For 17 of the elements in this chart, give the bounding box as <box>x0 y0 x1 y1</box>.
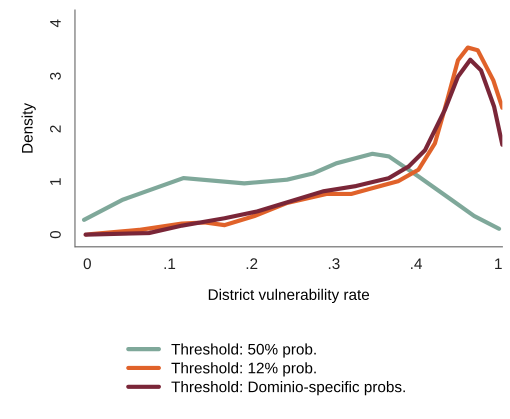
x-tick-label: .2 <box>246 258 258 269</box>
legend-label: Threshold: 50% prob. <box>171 343 316 358</box>
y-tick-label: 1 <box>50 178 61 185</box>
y-axis-title: Density <box>21 102 36 153</box>
y-tick-label: 4 <box>50 19 61 28</box>
y-tick-label: 3 <box>50 72 61 80</box>
x-axis-title: District vulnerability rate <box>208 288 370 304</box>
x-tick-label: 1 <box>495 258 502 269</box>
y-tick-label: 2 <box>50 125 61 132</box>
legend-label: Threshold: 12% prob. <box>171 362 316 376</box>
y-tick-label: 0 <box>50 230 61 238</box>
x-tick-label: .1 <box>164 258 176 269</box>
line-series <box>82 152 502 231</box>
x-tick-label: .3 <box>328 258 340 270</box>
legend-label: Threshold: Dominio-specific probs. <box>171 381 405 396</box>
x-tick-label: 0 <box>84 258 91 270</box>
x-tick-label: .4 <box>411 258 422 269</box>
